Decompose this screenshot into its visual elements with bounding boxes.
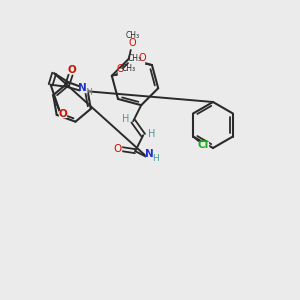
Text: O: O [113, 144, 121, 154]
Text: N: N [78, 83, 87, 93]
Bar [130, 58, 144, 64]
Text: Cl: Cl [197, 140, 209, 151]
Bar [68, 67, 75, 73]
Bar [80, 86, 87, 92]
Text: O: O [116, 64, 124, 74]
Text: O: O [58, 109, 67, 119]
Text: H: H [122, 114, 129, 124]
Bar [146, 152, 154, 158]
Text: CH₃: CH₃ [128, 53, 142, 62]
Text: CH₃: CH₃ [122, 64, 136, 73]
Text: O: O [138, 53, 146, 63]
Text: O: O [67, 65, 76, 75]
Text: O: O [129, 38, 136, 48]
Bar [59, 111, 66, 117]
Text: N: N [145, 149, 154, 159]
Text: H: H [85, 88, 92, 97]
Text: H: H [152, 154, 159, 163]
Bar [129, 42, 137, 48]
Text: H: H [148, 129, 155, 139]
Bar [118, 69, 132, 75]
Text: CH₃: CH₃ [126, 31, 140, 40]
Bar [198, 142, 208, 149]
Bar [114, 146, 121, 152]
